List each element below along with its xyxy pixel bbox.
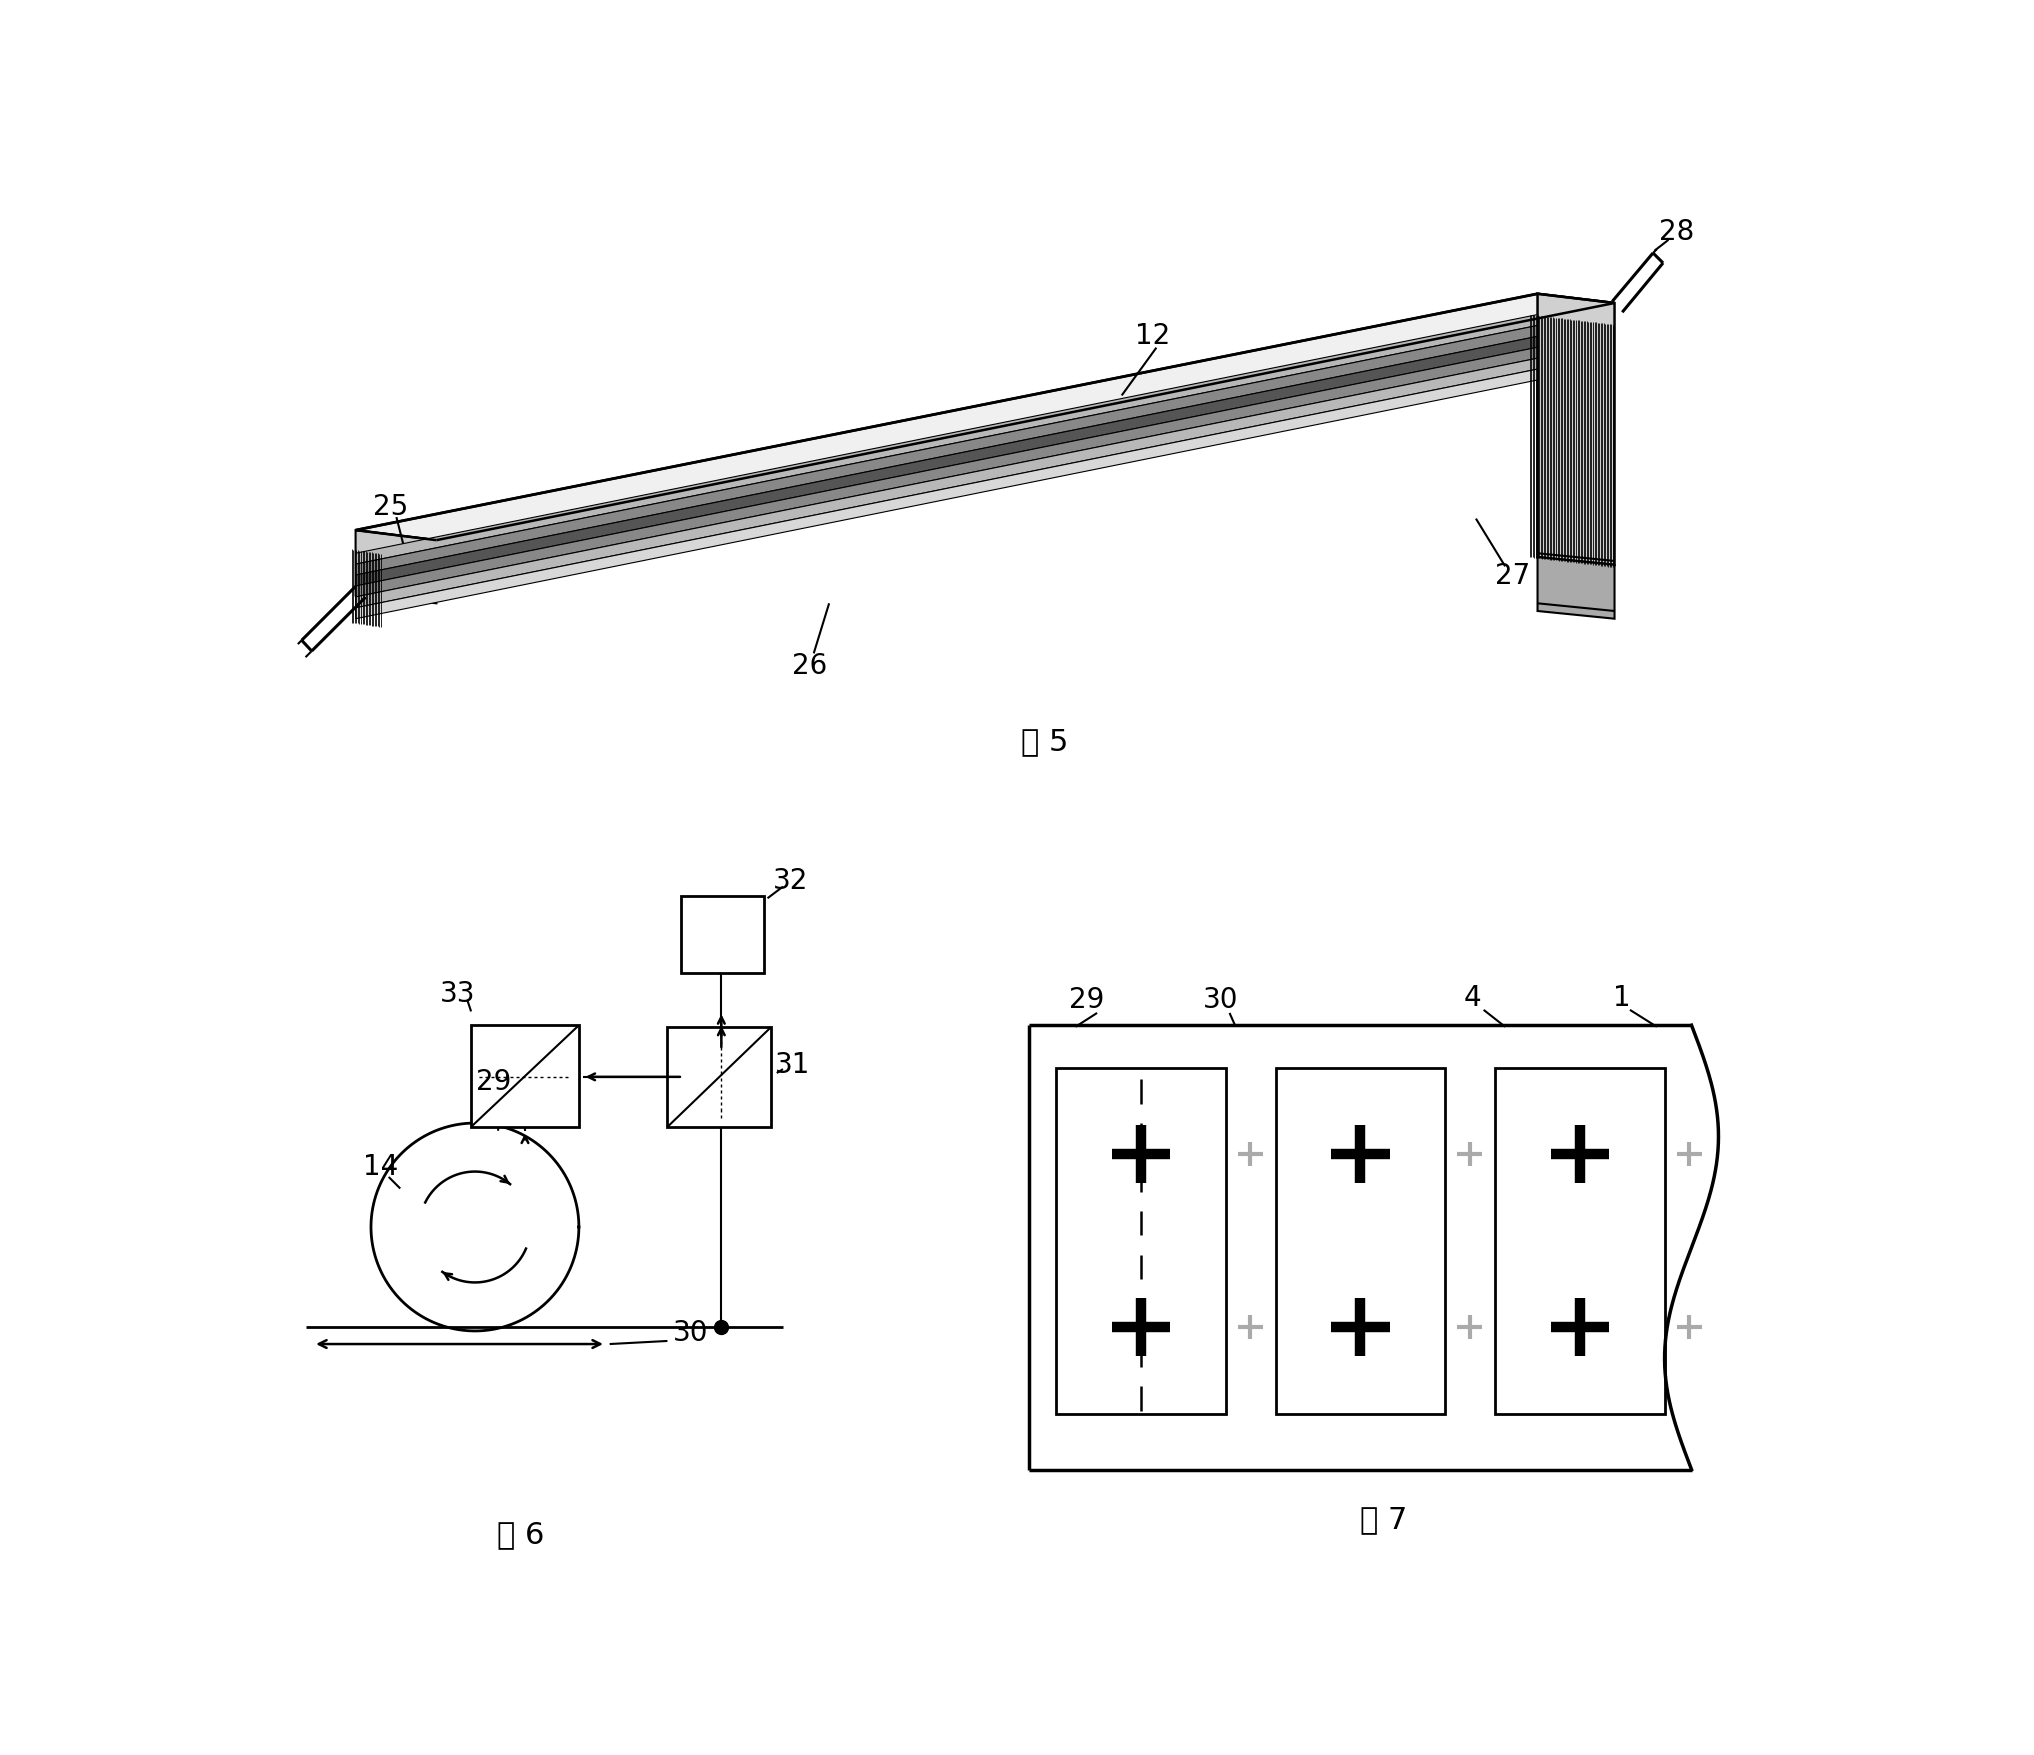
Bar: [472, 1025, 580, 1127]
Text: 图 5: 图 5: [1021, 727, 1068, 756]
Text: 33: 33: [439, 981, 476, 1009]
Text: 29: 29: [1070, 986, 1104, 1014]
Polygon shape: [356, 358, 1538, 607]
Text: 4: 4: [1462, 983, 1481, 1011]
Polygon shape: [1538, 556, 1615, 620]
Text: 14: 14: [364, 1153, 399, 1181]
Polygon shape: [356, 314, 1538, 563]
Text: 31: 31: [775, 1051, 810, 1079]
Bar: [1495, 1067, 1664, 1415]
Bar: [1056, 1067, 1227, 1415]
Polygon shape: [356, 337, 1538, 586]
Text: 26: 26: [793, 653, 828, 681]
Polygon shape: [356, 325, 1538, 576]
Text: 32: 32: [773, 867, 807, 895]
Text: 12: 12: [1135, 323, 1170, 349]
Polygon shape: [356, 293, 1615, 541]
Bar: [1275, 1067, 1444, 1415]
Polygon shape: [356, 347, 1538, 597]
Bar: [681, 895, 765, 972]
Text: 30: 30: [673, 1320, 708, 1348]
Text: 28: 28: [1658, 218, 1694, 246]
Text: 29: 29: [476, 1069, 513, 1097]
Text: 27: 27: [1495, 562, 1530, 590]
Text: 30: 30: [1202, 986, 1239, 1014]
Text: 图 6: 图 6: [498, 1520, 545, 1550]
Text: 图 7: 图 7: [1361, 1506, 1408, 1534]
Text: 25: 25: [372, 493, 409, 521]
Polygon shape: [356, 369, 1538, 620]
Polygon shape: [1538, 293, 1615, 565]
Bar: [667, 1027, 771, 1127]
Text: 1: 1: [1613, 983, 1631, 1011]
Polygon shape: [356, 530, 437, 604]
